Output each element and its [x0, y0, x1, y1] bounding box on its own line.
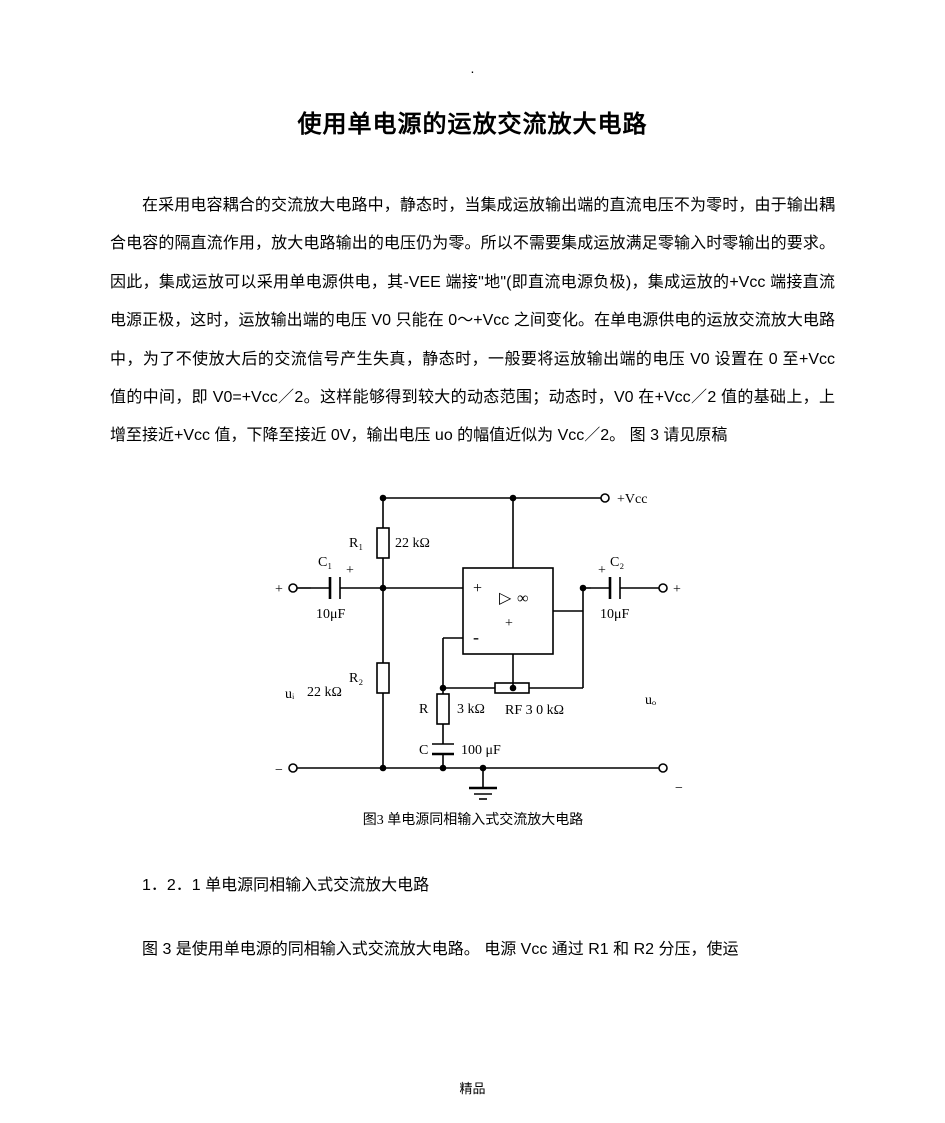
svg-text:3 kΩ: 3 kΩ	[457, 702, 485, 717]
subheading: 1．2．1 单电源同相输入式交流放大电路	[110, 868, 835, 903]
svg-text:+: +	[598, 563, 606, 578]
svg-text:−: −	[675, 781, 683, 796]
svg-text:22 kΩ: 22 kΩ	[307, 685, 342, 700]
circuit-diagram-wrap: +Vcc R₁ 22 kΩ + + C₁ 10μF uᵢ R₂ 22 kΩ + - ▷ ∞ + + + C₂ 10μ…	[110, 478, 835, 838]
svg-text:▷: ▷	[499, 590, 512, 607]
svg-text:uₒ: uₒ	[645, 693, 656, 708]
svg-text:R₂: R₂	[349, 671, 363, 686]
svg-text:RF 3 0 kΩ: RF 3 0 kΩ	[505, 703, 564, 718]
footer-text: 精品	[0, 1078, 945, 1097]
svg-text:−: −	[275, 763, 283, 778]
svg-text:C: C	[419, 743, 428, 758]
svg-text:+: +	[275, 582, 283, 597]
paragraph-1: 在采用电容耦合的交流放大电路中，静态时，当集成运放输出端的直流电压不为零时，由于…	[110, 187, 835, 456]
svg-text:∞: ∞	[517, 590, 528, 607]
svg-text:10μF: 10μF	[316, 607, 346, 622]
svg-text:10μF: 10μF	[600, 607, 630, 622]
svg-text:+: +	[346, 563, 354, 578]
svg-text:+Vcc: +Vcc	[617, 492, 647, 507]
svg-text:22 kΩ: 22 kΩ	[395, 536, 430, 551]
top-dot: .	[110, 60, 835, 76]
svg-text:C₁: C₁	[318, 555, 332, 570]
svg-text:图3 单电源同相输入式交流放大电路: 图3 单电源同相输入式交流放大电路	[362, 811, 583, 828]
svg-text:-: -	[473, 627, 479, 647]
paragraph-2: 图 3 是使用单电源的同相输入式交流放大电路。 电源 Vcc 通过 R1 和 R…	[110, 931, 835, 969]
svg-text:+: +	[673, 582, 681, 597]
svg-text:+: +	[473, 580, 482, 597]
svg-text:+: +	[505, 616, 513, 631]
svg-text:R: R	[419, 702, 429, 717]
page-title: 使用单电源的运放交流放大电路	[110, 104, 835, 139]
svg-text:100 μF: 100 μF	[461, 743, 501, 758]
svg-text:R₁: R₁	[349, 536, 363, 551]
svg-text:uᵢ: uᵢ	[285, 687, 295, 702]
svg-text:C₂: C₂	[610, 555, 624, 570]
circuit-diagram: +Vcc R₁ 22 kΩ + + C₁ 10μF uᵢ R₂ 22 kΩ + - ▷ ∞ + + + C₂ 10μ…	[253, 478, 693, 838]
